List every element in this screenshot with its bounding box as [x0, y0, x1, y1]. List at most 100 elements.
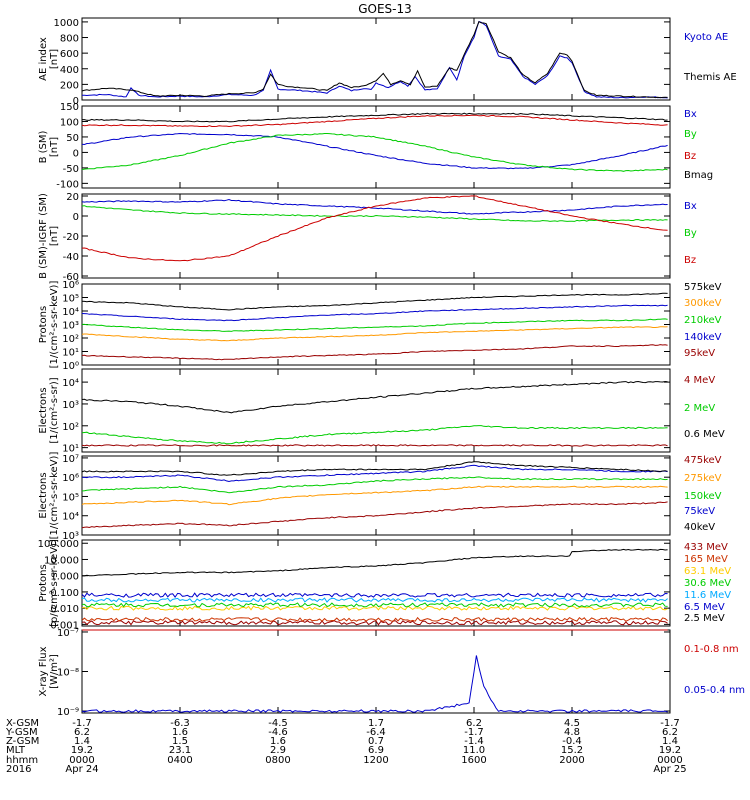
- x-row-value: -0.4: [562, 736, 582, 747]
- y-tick-label: 150: [60, 102, 79, 113]
- x-row-value: 1600: [461, 755, 486, 766]
- y-tick-label: 10.000: [44, 555, 79, 566]
- y-tick-label: 10⁻⁸: [57, 668, 79, 679]
- y-tick-label: 10²: [62, 334, 79, 345]
- y-tick-label: 10⁴: [62, 378, 79, 389]
- series-line: [81, 292, 668, 311]
- series-line: [81, 195, 668, 262]
- y-tick-label: 10⁷: [62, 454, 79, 465]
- y-tick-label: 10⁵: [62, 492, 79, 503]
- y-tick-label: -20: [63, 232, 79, 243]
- y-tick-label: 20: [66, 192, 79, 203]
- x-row-value: 4.8: [564, 727, 580, 738]
- series-line: [81, 20, 668, 99]
- legend-entry: Kyoto AE: [684, 32, 728, 43]
- y-axis-label: [1/(cm²-s-sr-keV)]: [49, 452, 60, 540]
- y-axis-label: Protons: [38, 564, 49, 601]
- series-line: [81, 616, 668, 623]
- y-tick-label: 10⁶: [62, 473, 79, 484]
- x-row-label: hhmm: [6, 755, 38, 766]
- x-row-value: -1.4: [464, 736, 484, 747]
- x-row-value: 1200: [363, 755, 388, 766]
- x-row-value: 1.5: [172, 736, 188, 747]
- series-line: [81, 444, 668, 447]
- y-tick-label: 0: [73, 96, 79, 107]
- y-tick-label: 10³: [62, 321, 79, 332]
- legend-entry: 4 MeV: [684, 375, 715, 386]
- legend-entry: 95keV: [684, 348, 715, 359]
- date-label: Apr 24: [65, 764, 98, 775]
- x-row-value: 11.0: [463, 745, 485, 756]
- series-line: [81, 655, 668, 713]
- legend-entry: 0.1-0.8 nm: [684, 644, 739, 655]
- legend-entry: 165 MeV: [684, 554, 728, 565]
- x-row-value: -6.4: [366, 727, 386, 738]
- x-row-value: 15.2: [561, 745, 583, 756]
- legend-entry: 2.5 MeV: [684, 613, 725, 624]
- series-line: [81, 485, 668, 506]
- x-row-value: 1.7: [368, 718, 384, 729]
- y-axis-label: Electrons: [38, 472, 49, 518]
- legend-entry: 75keV: [684, 506, 715, 517]
- y-tick-label: 10⁴: [62, 512, 79, 523]
- x-row-label: Z-GSM: [6, 736, 39, 747]
- series-line: [81, 198, 668, 215]
- y-tick-label: 0: [73, 148, 79, 159]
- y-axis-label: [nT]: [49, 137, 60, 157]
- series-line: [81, 461, 668, 476]
- y-axis-label: AE index: [38, 37, 49, 81]
- x-row-label: 2016: [6, 764, 31, 775]
- series-line: [81, 592, 668, 598]
- x-row-label: MLT: [6, 745, 26, 756]
- panel-8: 10⁻⁹ 10⁻⁸ 10⁻⁷ X-ray Flux [W/m²] 0.1-0.8 nm 0.…: [38, 628, 745, 718]
- y-axis-label: [1/(cm²-s-sr)]: [49, 377, 60, 443]
- y-axis-label: X-ray Flux: [38, 646, 49, 696]
- y-tick-label: 50: [66, 133, 79, 144]
- series-line: [82, 548, 668, 577]
- legend-entry: 0.05-0.4 nm: [684, 685, 745, 696]
- y-tick-label: 0.010: [50, 604, 79, 615]
- x-row-value: 1.6: [270, 736, 286, 747]
- series-line: [82, 112, 668, 123]
- legend-entry: 2 MeV: [684, 403, 715, 414]
- x-row-value: 6.9: [368, 745, 384, 756]
- x-row-value: 23.1: [169, 745, 191, 756]
- series-line: [81, 464, 668, 483]
- series-line: [81, 344, 668, 361]
- x-row-value: 19.2: [71, 745, 93, 756]
- legend-entry: 433 MeV: [684, 542, 728, 553]
- figure-title: GOES-13: [358, 2, 412, 16]
- series-line: [81, 620, 668, 626]
- y-tick-label: 100.000: [38, 539, 79, 550]
- series-line: [81, 114, 668, 128]
- legend-entry: 0.6 MeV: [684, 429, 725, 440]
- y-tick-label: 10¹: [62, 444, 79, 455]
- series-line: [81, 133, 668, 172]
- x-row-value: 4.5: [564, 718, 580, 729]
- series-line: [82, 602, 668, 608]
- series-line: [81, 132, 668, 170]
- series-line: [81, 326, 668, 342]
- series-line: [81, 205, 668, 222]
- series-line: [81, 476, 668, 494]
- y-tick-label: 10³: [62, 531, 79, 542]
- legend-entry: 40keV: [684, 522, 715, 533]
- y-tick-label: 10⁵: [62, 294, 79, 305]
- date-label: Apr 25: [653, 764, 686, 775]
- y-tick-label: 100: [60, 117, 79, 128]
- legend-entry: Themis AE: [683, 72, 737, 83]
- x-row-value: 2.9: [270, 745, 286, 756]
- legend-entry: 63.1 MeV: [684, 566, 731, 577]
- legend-entry: 300keV: [684, 298, 722, 309]
- series-line: [81, 380, 668, 414]
- y-tick-label: 10³: [62, 400, 79, 411]
- x-row-value: -6.3: [170, 718, 190, 729]
- legend-entry: 275keV: [684, 473, 722, 484]
- y-tick-label: 10¹: [62, 348, 79, 359]
- y-tick-label: 10⁻⁷: [57, 628, 79, 639]
- legend-entry: Bx: [684, 201, 697, 212]
- panel-4: 10⁰ 10¹ 10² 10³ 10⁴ 10⁵ 10⁶ Protons [1/(cm²-s-sr…: [38, 280, 722, 372]
- y-tick-label: 1.000: [50, 572, 79, 583]
